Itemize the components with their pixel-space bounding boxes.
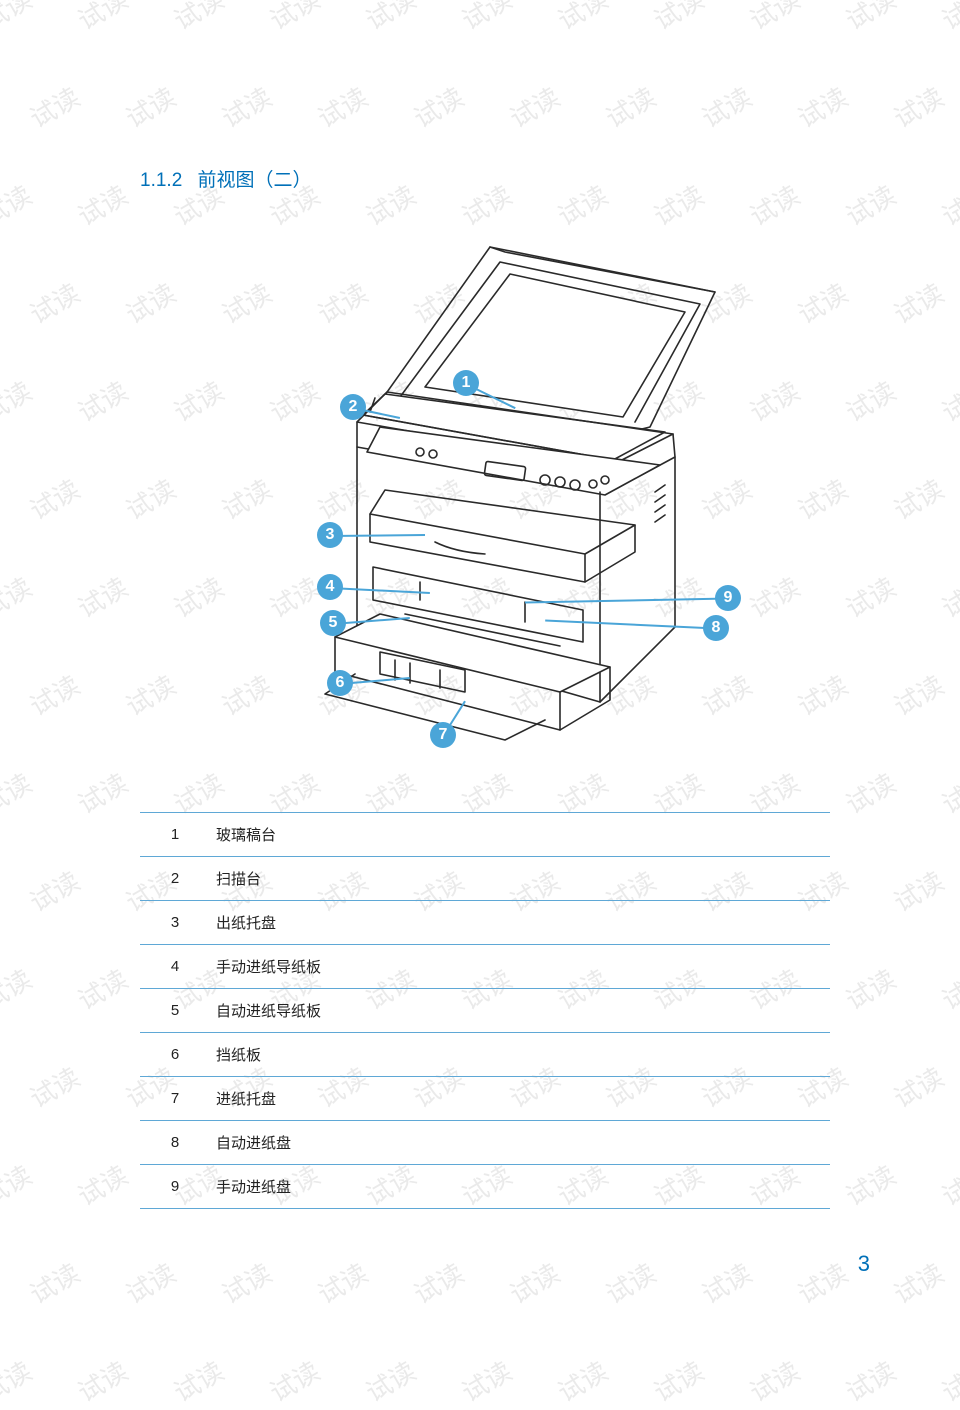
watermark-text: 试读 (454, 1351, 518, 1409)
page-number: 3 (858, 1251, 870, 1277)
callout-badge-7: 7 (430, 722, 456, 748)
table-row: 3出纸托盘 (140, 901, 830, 945)
part-label: 挡纸板 (210, 1033, 830, 1077)
watermark-text: 试读 (310, 1253, 374, 1311)
section-number: 1.1.2 (140, 170, 182, 191)
table-row: 6挡纸板 (140, 1033, 830, 1077)
watermark-text: 试读 (118, 1253, 182, 1311)
table-row: 4手动进纸导纸板 (140, 945, 830, 989)
watermark-text: 试读 (22, 1253, 86, 1311)
table-row: 8自动进纸盘 (140, 1121, 830, 1165)
section-title: 前视图（二） (198, 170, 312, 191)
table-row: 1玻璃稿台 (140, 813, 830, 857)
watermark-text: 试读 (550, 1351, 614, 1409)
watermark-text: 试读 (742, 1351, 806, 1409)
table-row: 2扫描台 (140, 857, 830, 901)
watermark-text: 试读 (70, 1351, 134, 1409)
callout-badge-3: 3 (317, 522, 343, 548)
callout-badge-1: 1 (453, 370, 479, 396)
watermark-text: 试读 (838, 1351, 902, 1409)
section-heading: 1.1.2 前视图（二） (140, 165, 830, 192)
watermark-text: 试读 (166, 1351, 230, 1409)
callout-badge-9: 9 (715, 585, 741, 611)
part-number: 2 (140, 857, 210, 901)
part-number: 9 (140, 1165, 210, 1209)
part-label: 手动进纸盘 (210, 1165, 830, 1209)
part-label: 自动进纸导纸板 (210, 989, 830, 1033)
callout-badge-4: 4 (317, 574, 343, 600)
part-label: 扫描台 (210, 857, 830, 901)
watermark-text: 试读 (886, 1253, 950, 1311)
callout-badge-2: 2 (340, 394, 366, 420)
watermark-text: 试读 (598, 1253, 662, 1311)
parts-table: 1玻璃稿台2扫描台3出纸托盘4手动进纸导纸板5自动进纸导纸板6挡纸板7进纸托盘8… (140, 812, 830, 1209)
table-row: 5自动进纸导纸板 (140, 989, 830, 1033)
part-label: 手动进纸导纸板 (210, 945, 830, 989)
part-number: 6 (140, 1033, 210, 1077)
part-label: 自动进纸盘 (210, 1121, 830, 1165)
callout-badge-5: 5 (320, 610, 346, 636)
watermark-text: 试读 (790, 1253, 854, 1311)
watermark-text: 试读 (358, 1351, 422, 1409)
watermark-text: 试读 (934, 1351, 960, 1409)
table-row: 9手动进纸盘 (140, 1165, 830, 1209)
callout-badge-6: 6 (327, 670, 353, 696)
printer-figure: 1 2 3 4 5 6 7 8 9 (205, 222, 765, 782)
part-label: 出纸托盘 (210, 901, 830, 945)
part-number: 8 (140, 1121, 210, 1165)
watermark-text: 试读 (214, 1253, 278, 1311)
printer-line-drawing (205, 222, 765, 782)
watermark-text: 试读 (694, 1253, 758, 1311)
part-number: 5 (140, 989, 210, 1033)
part-number: 7 (140, 1077, 210, 1121)
page-content: 1.1.2 前视图（二） (0, 0, 960, 1209)
watermark-text: 试读 (646, 1351, 710, 1409)
callout-badge-8: 8 (703, 615, 729, 641)
part-number: 4 (140, 945, 210, 989)
part-number: 1 (140, 813, 210, 857)
watermark-text: 试读 (0, 1351, 38, 1409)
part-label: 玻璃稿台 (210, 813, 830, 857)
part-number: 3 (140, 901, 210, 945)
part-label: 进纸托盘 (210, 1077, 830, 1121)
watermark-text: 试读 (406, 1253, 470, 1311)
watermark-text: 试读 (502, 1253, 566, 1311)
watermark-text: 试读 (262, 1351, 326, 1409)
table-row: 7进纸托盘 (140, 1077, 830, 1121)
